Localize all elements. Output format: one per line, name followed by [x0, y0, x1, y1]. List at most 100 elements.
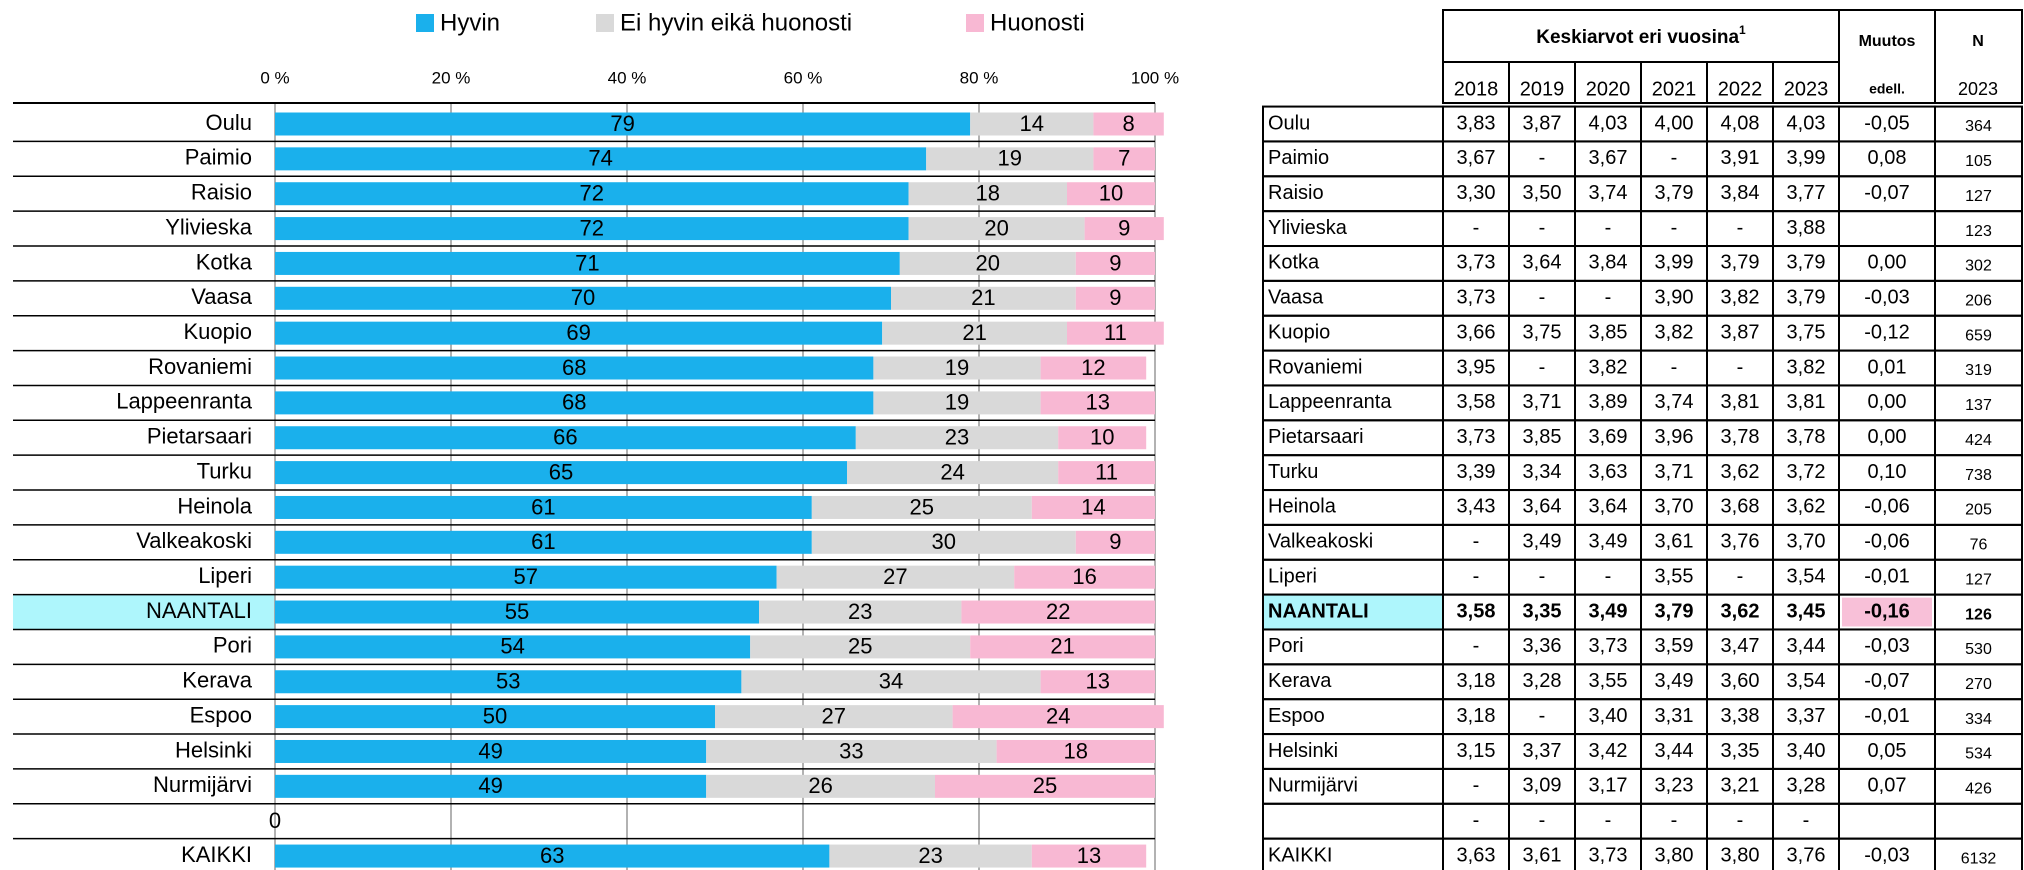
bar-segment	[952, 705, 1164, 729]
bar-value-label: 25	[910, 494, 934, 519]
bar-value-label: 0	[269, 808, 281, 833]
bar-value-label: 22	[1046, 599, 1070, 624]
bar-value-label: 49	[478, 738, 502, 763]
bar-segment	[1040, 391, 1155, 415]
bar-segment	[275, 426, 856, 450]
table-value: -0,07	[1864, 670, 1910, 692]
category-label: Espoo	[190, 702, 252, 727]
table-value: 3,62	[1721, 461, 1760, 483]
bar-segment	[275, 495, 812, 519]
bar-value-label: 34	[879, 669, 903, 694]
bar-segment	[1014, 565, 1155, 589]
table-value: 3,09	[1523, 775, 1562, 797]
table-value: 3,54	[1787, 565, 1826, 587]
bar-value-label: 72	[580, 181, 604, 206]
table-title: Keskiarvot eri vuosina1	[1536, 23, 1746, 48]
table-value: -0,01	[1864, 705, 1910, 727]
table-value: 3,96	[1655, 426, 1694, 448]
row-name: Oulu	[1268, 112, 1310, 134]
row-name: Liperi	[1268, 565, 1317, 587]
table-value: -	[1605, 287, 1612, 309]
bar-segment	[970, 112, 1094, 136]
year-header: 2021	[1652, 78, 1697, 100]
bar-segment	[275, 147, 927, 171]
table-value: 3,71	[1523, 391, 1562, 413]
table-value: 3,62	[1787, 496, 1826, 518]
table-value: 3,18	[1457, 670, 1496, 692]
category-label: Kotka	[196, 249, 253, 274]
bar-segment	[1093, 112, 1164, 136]
table-cell	[1838, 802, 1936, 840]
bar-segment	[741, 670, 1041, 694]
legend-swatch	[596, 14, 614, 32]
table-value: 3,80	[1655, 844, 1694, 866]
table-value: -	[1605, 809, 1612, 831]
table-value: 3,35	[1721, 740, 1760, 762]
table-value: 3,64	[1523, 496, 1562, 518]
table-value: 3,75	[1523, 321, 1562, 343]
bar-value-label: 20	[984, 215, 1008, 240]
table-cell	[1934, 837, 2023, 870]
bar-value-label: 24	[1046, 703, 1070, 728]
bar-segment	[1067, 182, 1155, 206]
x-tick-label: 20 %	[432, 68, 471, 87]
bar-value-label: 13	[1077, 843, 1101, 868]
bar-value-label: 55	[505, 599, 529, 624]
table-value: 3,79	[1787, 287, 1826, 309]
table-value: 334	[1965, 711, 1992, 728]
bar-value-label: 21	[962, 320, 986, 345]
bar-value-label: 68	[562, 390, 586, 415]
table-value: 3,79	[1721, 252, 1760, 274]
category-label: Rovaniemi	[148, 354, 252, 379]
bar-segment	[811, 530, 1076, 554]
table-value: -	[1803, 809, 1810, 831]
bar-value-label: 63	[540, 843, 564, 868]
bar-value-label: 30	[932, 529, 956, 554]
bar-segment	[275, 251, 900, 275]
table-value: -	[1473, 635, 1480, 657]
table-value: -0,06	[1864, 531, 1910, 553]
row-name: Turku	[1268, 461, 1318, 483]
table-value: 3,18	[1457, 705, 1496, 727]
row-name: Nurmijärvi	[1268, 775, 1358, 797]
table-value: 3,82	[1589, 356, 1628, 378]
table-value: 105	[1965, 153, 1992, 170]
bar-segment	[873, 391, 1041, 415]
table-value: 3,70	[1787, 531, 1826, 553]
bar-segment	[855, 426, 1059, 450]
change-header: Muutos	[1859, 33, 1916, 50]
bar-value-label: 61	[531, 494, 555, 519]
bar-segment	[275, 461, 847, 485]
bar-segment	[1093, 147, 1155, 171]
table-value: -0,07	[1864, 182, 1910, 204]
bar-segment	[275, 844, 830, 868]
table-title-sup: 1	[1739, 23, 1746, 37]
bar-segment	[1058, 461, 1155, 485]
table-value: -	[1473, 217, 1480, 239]
bar-segment	[961, 600, 1155, 624]
bar-value-label: 49	[478, 773, 502, 798]
row-name: Rovaniemi	[1268, 356, 1362, 378]
table-value: -	[1539, 809, 1546, 831]
year-header: 2023	[1784, 78, 1829, 100]
n-subheader: 2023	[1958, 79, 1998, 99]
table-value: 6132	[1961, 850, 1997, 867]
table-value: 127	[1965, 571, 1992, 588]
bar-segment	[926, 147, 1094, 171]
table-value: -	[1473, 565, 1480, 587]
bar-value-label: 23	[918, 843, 942, 868]
bar-segment	[811, 495, 1032, 519]
row-name: Ylivieska	[1268, 217, 1348, 239]
x-tick-label: 80 %	[960, 68, 999, 87]
table-value: 3,76	[1721, 531, 1760, 553]
table-value: 3,58	[1457, 600, 1496, 622]
table-value: 3,21	[1721, 775, 1760, 797]
table-value: 3,73	[1457, 252, 1496, 274]
table-value: 126	[1965, 606, 1992, 623]
table-value: 3,66	[1457, 321, 1496, 343]
table-value: 0,01	[1868, 356, 1907, 378]
bar-segment	[275, 565, 777, 589]
table-value: 3,67	[1589, 147, 1628, 169]
bar-value-label: 50	[483, 703, 507, 728]
table-value: 3,49	[1589, 531, 1628, 553]
